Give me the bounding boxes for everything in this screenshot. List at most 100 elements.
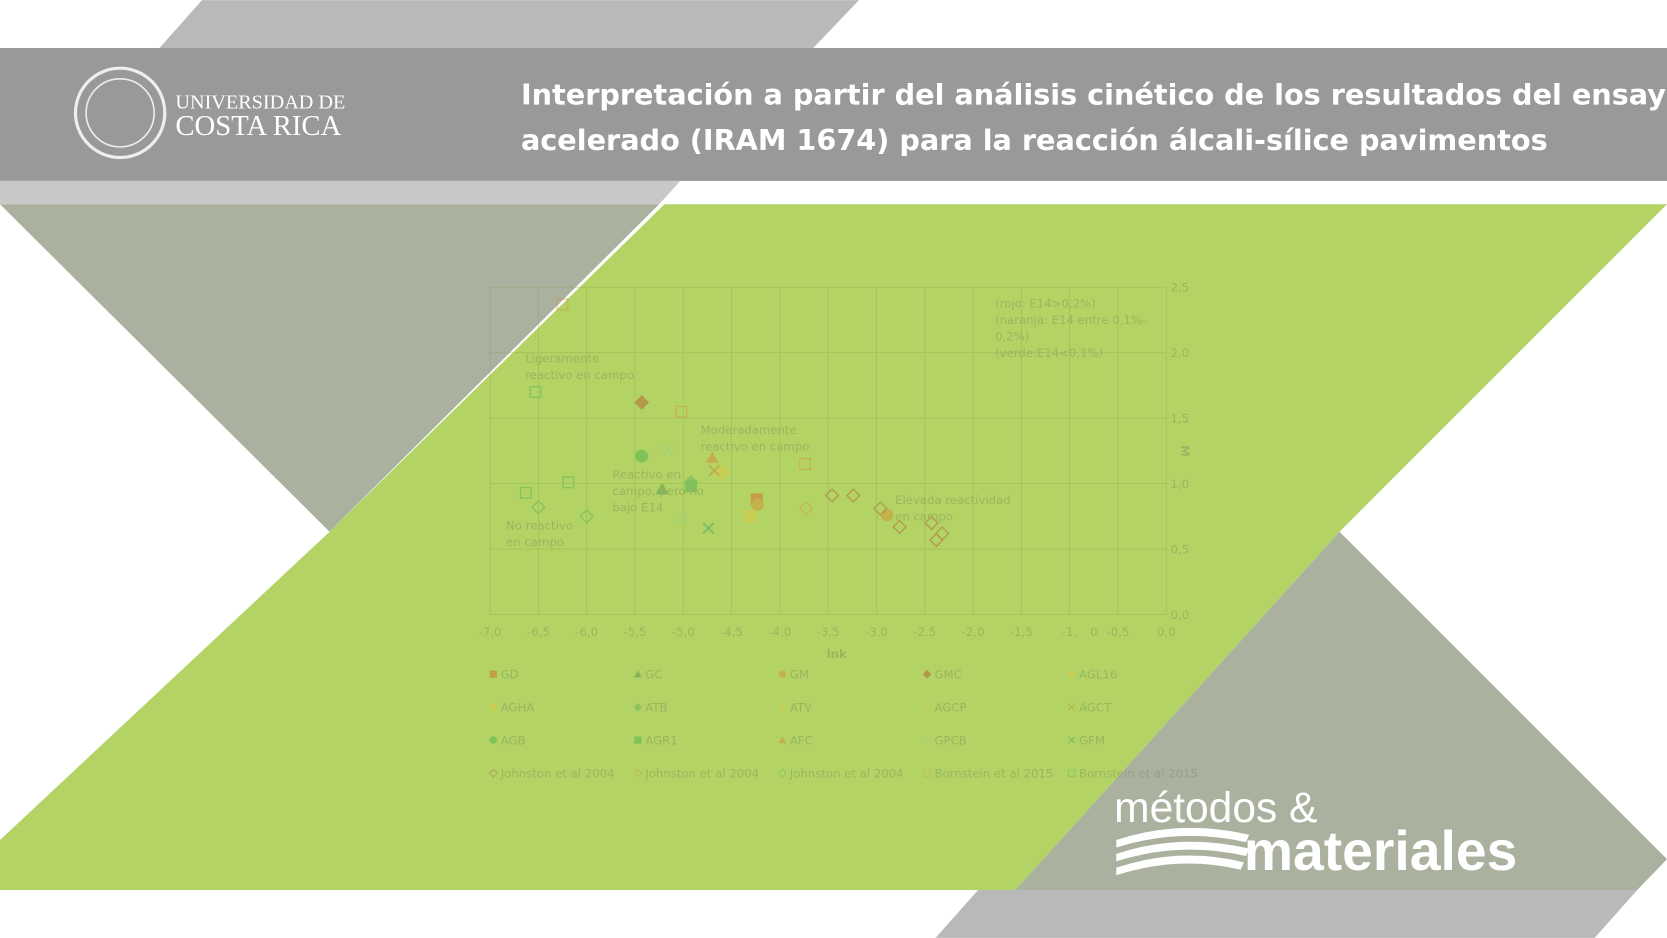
point (635, 449, 649, 463)
y-tick-label: 2,5 (1171, 280, 1190, 294)
point (798, 501, 814, 516)
point (892, 519, 908, 535)
chart: 0,0 0,5 1,0 1,5 2,0 2,5 -7,0 -6,5 -6,0 -5,5 -5,0 -4… (479, 280, 1198, 780)
header-bar (0, 47, 1667, 181)
point (683, 475, 699, 490)
annotation: en campo (895, 510, 953, 524)
x-tick-label: -2,0 (962, 625, 985, 639)
title: acelerado (IRAM 1674) para la reacción á… (521, 123, 1548, 157)
brand-text: materiales (1244, 820, 1517, 882)
brand-text: métodos & (1114, 785, 1317, 832)
annotation: reactivo en campo (701, 439, 810, 453)
point (711, 462, 724, 474)
point (685, 480, 698, 493)
deco-band (159, 0, 860, 48)
annotation: Moderadamente (701, 423, 797, 437)
point (924, 515, 939, 531)
annotation: No reactivo (506, 519, 573, 533)
point (579, 509, 595, 524)
x-tick-label: -2,5 (913, 625, 936, 639)
point (713, 465, 729, 481)
point (661, 443, 674, 456)
legend-swatch (634, 670, 642, 678)
annotation: Elevada reactividad (895, 493, 1011, 507)
point (929, 532, 944, 548)
y-tick-label: 1,5 (1171, 411, 1190, 425)
legend-swatch (488, 768, 498, 778)
legend-label: ATV (790, 700, 812, 714)
point (562, 476, 575, 489)
x-tick-label: -6,5 (527, 625, 550, 639)
annotation: Reactivo en (612, 468, 681, 482)
legend-label: Johnston et al 2004 (789, 766, 904, 780)
legend-label: AFC (790, 733, 813, 747)
point (675, 405, 688, 418)
legend-swatch (633, 702, 643, 712)
point (556, 298, 569, 311)
legend-label: GMC (934, 667, 961, 681)
x-tick-label: -1,5 (1010, 625, 1033, 639)
y-tick-label: 2,0 (1171, 346, 1190, 360)
point (824, 488, 840, 503)
point (529, 385, 542, 398)
legend-swatch (778, 703, 787, 711)
x-tick-label: -1, (1062, 625, 1077, 639)
legend-swatch (489, 703, 497, 711)
point (880, 508, 894, 522)
y-tick-label: 1,0 (1171, 477, 1190, 491)
deco-band (935, 890, 1638, 938)
point (705, 451, 719, 463)
legend-swatch (778, 768, 787, 778)
legend-label: GM (790, 667, 809, 681)
legend-label: GFM (1079, 733, 1105, 747)
annotation: (naranja: E14 entre 0,1%- (995, 313, 1146, 327)
logo-text: COSTA RICA (175, 110, 341, 142)
legend-label: AGCT (1079, 700, 1112, 714)
point (872, 501, 888, 516)
legend-label: AGHA (501, 700, 535, 714)
logo-seal (85, 78, 155, 148)
legend-label: GD (501, 667, 519, 681)
x-tick-label: -7,0 (479, 625, 502, 639)
x-tick-label: -3,0 (865, 625, 888, 639)
legend-label: GC (645, 667, 662, 681)
legend-swatch (923, 736, 931, 744)
legend-swatch (633, 768, 643, 778)
legend-label: Johnston et al 2004 (500, 766, 615, 780)
annotation: Ligeramente (525, 352, 599, 366)
legend-label: Bornstein et al 2015 (934, 766, 1053, 780)
legend-label: AGB (501, 733, 526, 747)
point (750, 493, 763, 506)
x-tick-label: -0,5 (1107, 625, 1130, 639)
point (634, 395, 650, 410)
annotation: en campo (506, 535, 564, 549)
legend-label: Johnston et al 2004 (644, 766, 759, 780)
point (676, 513, 689, 525)
point (531, 499, 546, 515)
x-tick-label: 0,0 (1157, 625, 1176, 639)
point (718, 464, 732, 476)
point (798, 458, 812, 471)
annotation: bajo E14 (612, 501, 663, 515)
legend-swatch (922, 669, 932, 679)
x-tick-label: -5,0 (672, 625, 695, 639)
annotation: campo, pero no (612, 484, 704, 498)
y-tick-label: 0,5 (1171, 542, 1190, 556)
legend-swatch (923, 769, 931, 777)
annotation: reactivo en campo (525, 368, 634, 382)
logo-seal (73, 66, 167, 160)
logo-text: UNIVERSIDAD DE (175, 92, 345, 114)
legend-label: GPCB (934, 733, 966, 747)
point (934, 526, 950, 541)
annotation: 0,2%) (995, 329, 1029, 343)
legend-label: AGR1 (645, 733, 677, 747)
y-axis-label: M (1178, 445, 1192, 457)
y-tick-label: 0,0 (1171, 608, 1190, 622)
legend-swatch (1067, 669, 1077, 679)
legend-swatch (634, 736, 642, 744)
point (845, 488, 861, 503)
legend-swatch (923, 703, 931, 711)
x-axis-label: lnk (827, 647, 847, 661)
legend-swatch (1068, 703, 1076, 711)
